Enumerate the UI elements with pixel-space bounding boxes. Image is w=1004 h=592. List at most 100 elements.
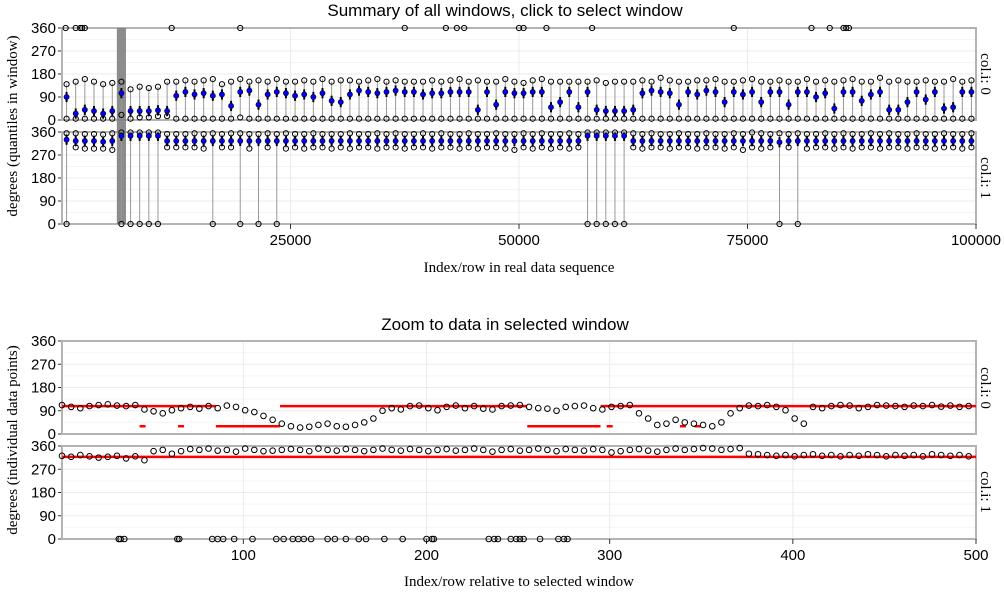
data-point — [507, 402, 515, 409]
median-point — [813, 138, 819, 144]
data-point — [251, 408, 258, 416]
window-summary — [328, 78, 335, 122]
data-point — [470, 445, 478, 452]
data-point — [104, 400, 112, 408]
data-point — [479, 405, 487, 412]
min-point — [959, 115, 966, 122]
median-point — [292, 92, 298, 99]
window-summary — [90, 78, 98, 122]
max-point — [566, 78, 573, 85]
min-point — [483, 115, 491, 122]
window-summary — [876, 130, 884, 152]
max-point — [328, 130, 335, 138]
window-summary — [136, 83, 143, 121]
max-point — [721, 130, 728, 138]
data-point — [525, 403, 533, 411]
median-point — [730, 88, 737, 95]
median-point — [703, 138, 710, 144]
data-point — [278, 420, 286, 427]
min-point — [803, 115, 811, 122]
data-point — [653, 448, 661, 455]
max-point — [557, 130, 564, 138]
data-point — [77, 451, 84, 459]
median-point — [374, 90, 381, 97]
max-point — [950, 130, 957, 138]
data-point — [864, 450, 872, 458]
min-point — [776, 220, 783, 228]
top-x-axis-label: Index/row in real data sequence — [424, 260, 615, 276]
median-point — [209, 138, 216, 144]
data-point — [205, 445, 212, 452]
max-point — [931, 78, 938, 85]
min-point — [255, 220, 262, 228]
data-point — [324, 446, 331, 454]
window-summary — [346, 77, 354, 122]
median-point — [219, 138, 225, 144]
data-point-zero — [494, 535, 502, 543]
data-point — [351, 446, 359, 454]
data-point — [919, 453, 927, 460]
min-point — [931, 115, 938, 122]
median-point — [447, 138, 454, 144]
data-point — [672, 445, 679, 452]
window-summary — [154, 83, 162, 120]
median-point — [740, 138, 746, 144]
window-summary — [840, 77, 847, 122]
min-point — [785, 144, 792, 151]
window-summary — [538, 130, 545, 151]
outlier-point — [237, 24, 244, 32]
max-point — [456, 76, 463, 83]
data-point — [873, 451, 881, 459]
min-point — [81, 145, 88, 152]
data-point — [77, 404, 84, 412]
window-summary — [246, 78, 253, 122]
median-point — [191, 138, 198, 144]
window-summary — [218, 130, 226, 151]
data-point-zero — [560, 535, 568, 543]
max-point — [200, 77, 207, 84]
data-point — [95, 401, 102, 409]
max-point — [291, 130, 299, 138]
max-point — [794, 78, 801, 85]
min-point — [584, 220, 591, 228]
min-point — [611, 115, 619, 122]
median-point — [401, 88, 408, 95]
data-point — [360, 447, 368, 455]
data-point — [956, 403, 963, 411]
max-point — [164, 78, 171, 85]
max-point — [950, 76, 957, 83]
median-point — [849, 138, 856, 144]
max-point — [529, 77, 536, 84]
min-point — [886, 115, 893, 122]
median-point — [182, 138, 189, 144]
max-point — [712, 130, 719, 138]
window-summary — [913, 78, 920, 122]
median-point — [493, 101, 500, 108]
median-point — [630, 138, 637, 144]
median-point — [575, 138, 582, 144]
max-point — [694, 77, 701, 84]
max-point — [931, 130, 938, 138]
min-point — [374, 115, 381, 122]
min-point — [520, 115, 527, 122]
window-summary — [72, 130, 79, 151]
max-point — [365, 77, 372, 84]
data-point — [965, 453, 972, 460]
data-point — [846, 451, 853, 459]
min-point — [109, 115, 116, 122]
max-point — [940, 130, 948, 137]
min-point — [401, 145, 408, 152]
median-point — [895, 138, 902, 144]
max-point — [876, 74, 884, 81]
data-point — [287, 445, 295, 453]
window-summary — [502, 130, 509, 152]
min-point — [154, 113, 162, 120]
max-point — [365, 130, 372, 138]
max-point — [630, 78, 637, 85]
bottom-y-tick-label: 180 — [31, 380, 56, 397]
data-point — [443, 445, 450, 453]
max-point — [812, 78, 820, 85]
median-point — [136, 108, 143, 114]
window-summary — [584, 78, 591, 122]
